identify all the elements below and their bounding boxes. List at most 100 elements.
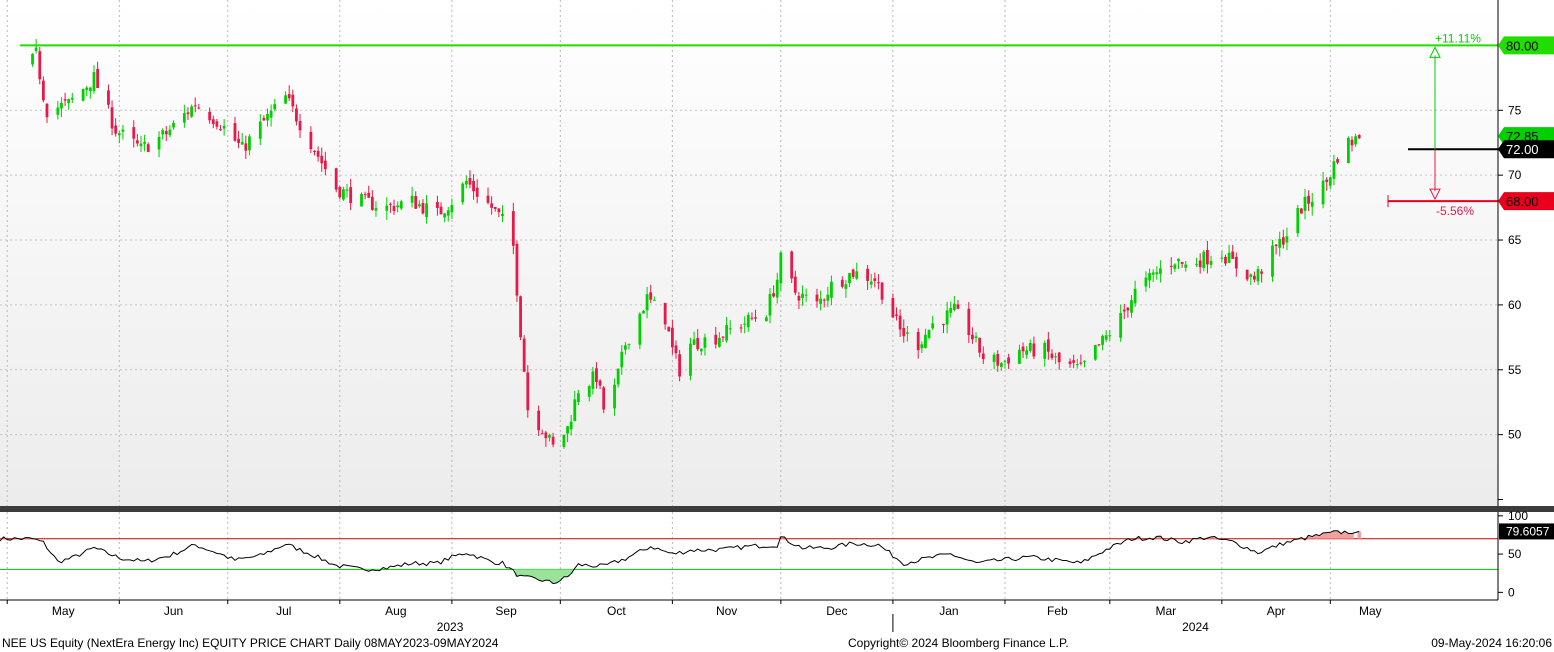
candle-down <box>421 203 425 214</box>
candle-down <box>439 206 443 215</box>
chart-canvas: +11.11%-5.56% 50556065707572.8580.0072.0… <box>0 0 1554 634</box>
candle-up <box>1256 269 1260 282</box>
y-tick-label: 60 <box>1508 298 1522 312</box>
candle-up <box>1249 274 1253 277</box>
candle-up <box>450 205 454 213</box>
candle-up <box>1104 335 1108 340</box>
candle-down <box>1206 249 1209 265</box>
stop-pct-label: -5.56% <box>1436 204 1474 218</box>
stop-arrow-head <box>1429 188 1441 201</box>
candle-down <box>493 207 497 209</box>
candle-down <box>237 138 240 143</box>
candle-up <box>652 299 656 301</box>
candle-down <box>475 187 479 197</box>
candle-down <box>219 129 222 131</box>
month-label: Jun <box>164 604 183 618</box>
candle-up <box>85 87 89 91</box>
month-label: May <box>1359 604 1382 618</box>
target-price-label: 80.00 <box>1506 38 1539 53</box>
candle-up <box>728 328 732 330</box>
copyright-text: Copyright© 2024 Bloomberg Finance L.P. <box>848 636 1069 650</box>
candle-down <box>367 192 371 198</box>
candle-down <box>526 372 530 411</box>
candle-down <box>595 368 598 383</box>
candle-down <box>215 121 219 127</box>
y-tick-label: 75 <box>1508 103 1522 117</box>
candle-up <box>1278 238 1282 248</box>
candle-up <box>157 136 161 150</box>
y-tick-label: 70 <box>1508 168 1522 182</box>
candle-up <box>161 130 165 135</box>
candle-down <box>468 177 472 185</box>
candle-up <box>1108 335 1112 337</box>
rsi-y-tick-label: 100 <box>1508 509 1528 523</box>
candle-down <box>1198 260 1202 268</box>
candle-up <box>992 354 996 362</box>
candle-down <box>1046 339 1050 352</box>
candle-down <box>971 334 974 340</box>
candle-up <box>464 180 468 185</box>
candle-down <box>537 410 541 431</box>
candle-down <box>436 202 439 209</box>
time-x-axis: May Jun Jul Aug Sep Oct Nov Dec Jan Feb Mar Apr May 2… <box>0 599 1498 634</box>
candle-up <box>67 99 71 104</box>
candle-up <box>266 114 269 121</box>
candle-down <box>1122 309 1126 312</box>
candle-down <box>110 107 114 129</box>
candle-down <box>486 195 490 203</box>
month-label: Nov <box>716 604 737 618</box>
rsi-value-label: 79.6057 <box>1506 524 1550 538</box>
candle-up <box>562 434 566 447</box>
candle-up <box>60 102 63 109</box>
candle-up <box>240 141 244 145</box>
candle-up <box>924 334 927 348</box>
candle-down <box>349 187 353 204</box>
candle-up <box>587 386 591 397</box>
candle-up <box>848 273 851 284</box>
candle-down <box>916 332 920 351</box>
candle-up <box>566 426 569 434</box>
candle-up <box>623 345 627 350</box>
candle-down <box>186 112 190 115</box>
candle-up <box>920 344 924 349</box>
panel-separator[interactable] <box>0 506 1554 512</box>
candle-up <box>446 210 450 216</box>
month-label: Sep <box>495 604 517 618</box>
candle-down <box>851 269 855 277</box>
candle-down <box>739 327 743 329</box>
candle-up <box>1303 196 1307 211</box>
candle-up <box>999 363 1003 368</box>
candle-up <box>190 106 193 117</box>
candle-up <box>117 133 121 136</box>
candle-down <box>262 118 266 121</box>
candle-down <box>895 314 898 316</box>
rsi-value-box <box>1499 523 1554 540</box>
candle-up <box>1332 161 1336 179</box>
candle-down <box>1072 360 1076 363</box>
candle-up <box>182 113 186 123</box>
candle-down <box>1274 244 1278 247</box>
candle-up <box>88 87 92 92</box>
candle-up <box>725 325 729 341</box>
candle-up <box>1018 349 1021 364</box>
candle-down <box>1350 139 1354 146</box>
candle-up <box>1285 236 1289 243</box>
rsi-line <box>0 530 1360 585</box>
candle-down <box>519 296 522 338</box>
rsi-panel <box>0 512 1498 600</box>
candle-up <box>1346 137 1350 164</box>
candle-down <box>1357 135 1361 139</box>
candle-up <box>699 348 703 352</box>
candle-down <box>891 297 895 318</box>
candle-down <box>338 186 342 198</box>
y-tick-label: 50 <box>1508 428 1522 442</box>
candle-up <box>1003 360 1007 362</box>
month-label: Oct <box>607 604 626 618</box>
candle-up <box>826 294 830 301</box>
candle-down <box>244 143 248 151</box>
candle-up <box>779 252 783 284</box>
candle-down <box>822 299 826 301</box>
candle-down <box>967 308 971 336</box>
candle-down <box>38 51 42 80</box>
month-label: Jan <box>939 604 958 618</box>
